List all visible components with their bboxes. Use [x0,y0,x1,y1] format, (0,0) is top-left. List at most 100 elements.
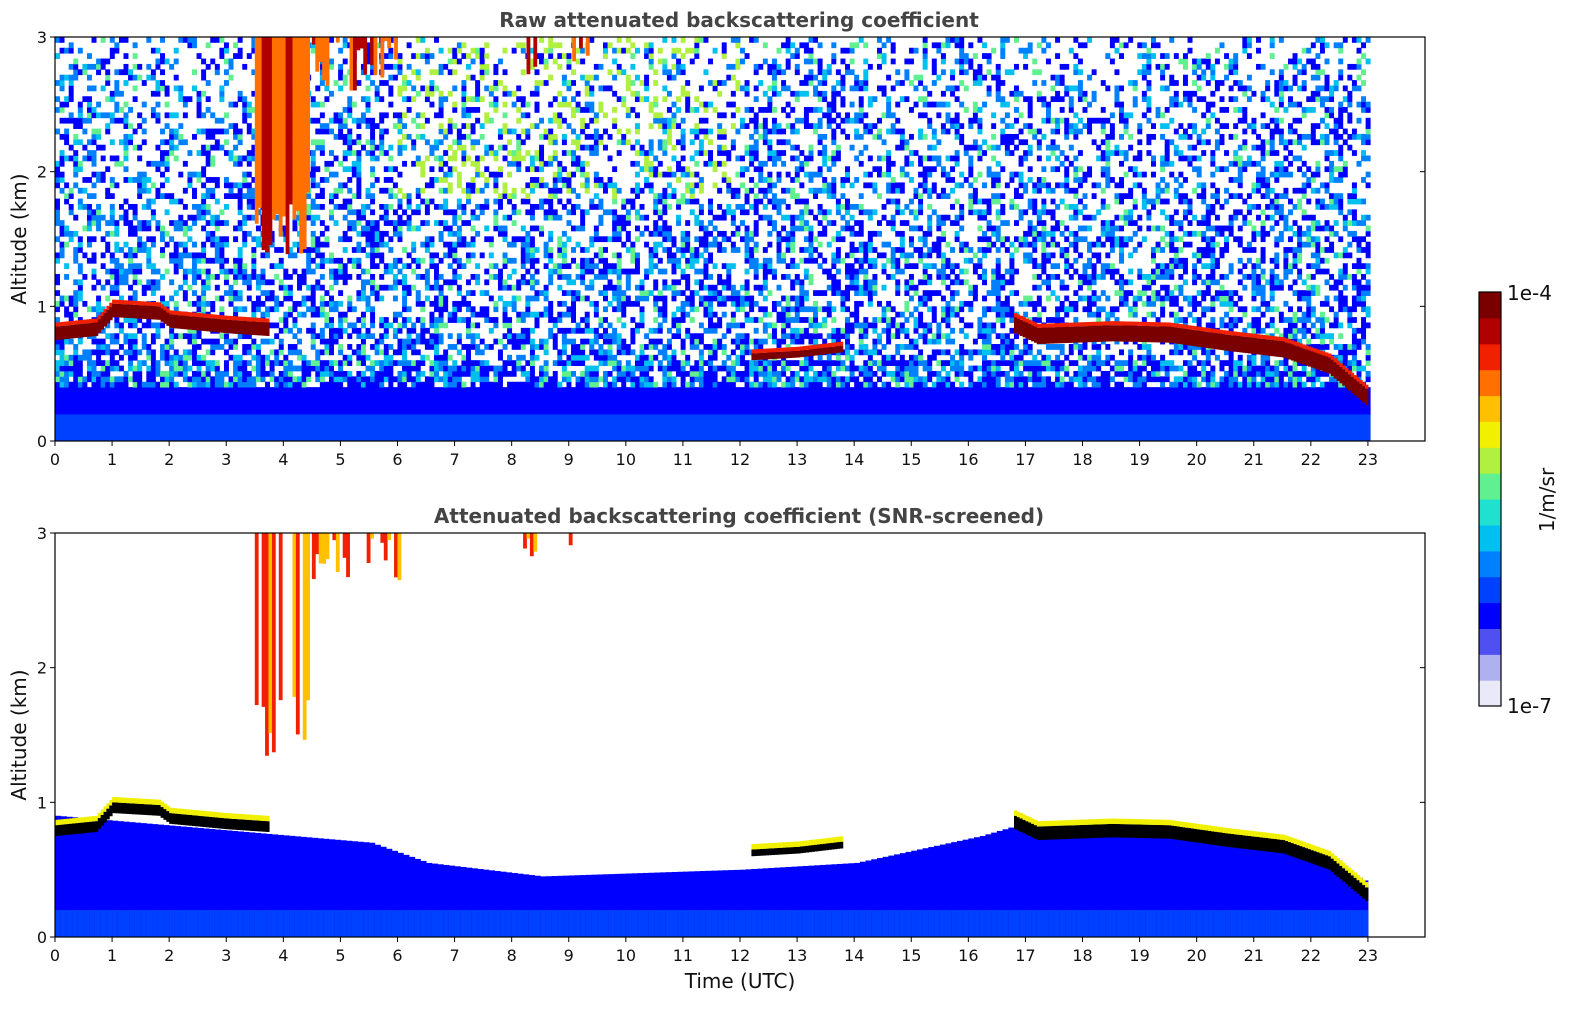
heatmap-cell [612,306,618,313]
heatmap-cell [589,327,595,334]
heatmap-cell [160,354,165,361]
heatmap-cell [219,117,225,124]
heatmap-cell [292,419,298,426]
heatmap-cell [333,133,339,140]
heatmap-cell [246,284,252,291]
heatmap-cell [466,430,471,437]
heatmap-cell [534,150,540,156]
heatmap-cell [333,381,339,388]
heatmap-cell [260,435,266,442]
heatmap-cell [255,360,261,366]
heatmap-cell [64,47,70,54]
heatmap-cell [82,128,88,135]
heatmap-cell [456,424,462,431]
heatmap-cell [310,214,316,221]
heatmap-cell [402,80,408,86]
heatmap-cell [516,295,522,302]
heatmap-cell [146,435,152,442]
heatmap-cell [137,419,143,426]
heatmap-cell [379,322,385,329]
heatmap-cell [447,435,453,442]
heatmap-cell [616,365,622,372]
heatmap-cell [137,365,143,372]
heatmap-cell [383,166,389,173]
heatmap-cell [214,295,220,302]
heatmap-cell [100,306,106,313]
heatmap-cell [160,225,165,232]
heatmap-cell [379,403,385,410]
heatmap-cell [429,414,435,420]
heatmap-cell [520,354,526,361]
heatmap-cell [260,268,266,275]
heatmap-cell [561,74,567,81]
heatmap-cell [182,435,188,442]
heatmap-cell [493,177,499,183]
heatmap-cell [187,387,193,393]
heatmap-cell [548,117,554,124]
heatmap-cell [132,365,138,372]
heatmap-cell [443,322,449,329]
heatmap-cell [566,430,572,437]
heatmap-cell [128,257,134,264]
heatmap-cell [424,424,430,431]
heatmap-cell [548,424,554,431]
heatmap-cell [192,133,197,140]
heatmap-cell [370,247,376,253]
heatmap-cell [484,198,490,205]
heatmap-cell [461,344,467,350]
heatmap-cell [105,349,111,356]
heatmap-cell [402,133,408,140]
heatmap-cell [242,112,248,119]
heatmap-cell [584,327,590,334]
heatmap-cell [589,370,595,377]
heatmap-cell [319,360,325,366]
heatmap-cell [91,424,97,431]
heatmap-cell [342,182,348,189]
heatmap-cell [82,381,88,388]
heatmap-cell [301,300,307,307]
heatmap-cell [73,58,79,65]
heatmap-cell [539,177,545,183]
heatmap-cell [525,230,531,237]
heatmap-cell [507,327,513,334]
heatmap-cell [561,397,567,404]
heatmap-cell [411,85,417,92]
heatmap-cell [164,408,170,415]
heatmap-cell [86,107,92,113]
heatmap-cell [466,193,471,199]
heatmap-cell [438,69,444,76]
heatmap-cell [251,214,257,221]
heatmap-cell [475,392,481,399]
heatmap-cell [333,435,339,442]
heatmap-cell [557,311,563,318]
heatmap-cell [525,295,531,302]
heatmap-cell [438,300,444,307]
heatmap-cell [429,381,435,388]
heatmap-cell [543,182,549,189]
heatmap-cell [593,133,599,140]
heatmap-cell [223,236,229,243]
heatmap-cell [123,370,129,377]
heatmap-cell [55,252,60,259]
heatmap-cell [415,203,421,210]
heatmap-cell [488,419,494,426]
heatmap-cell [96,300,102,307]
heatmap-cell [333,333,339,340]
heatmap-cell [411,139,417,146]
heatmap-cell [301,403,307,410]
heatmap-cell [306,257,312,264]
heatmap-cell [516,344,522,350]
heatmap-cell [529,225,535,232]
heatmap-cell [146,236,152,243]
heatmap-cell [397,403,403,410]
heatmap-cell [360,376,366,383]
heatmap-cell [356,381,362,388]
heatmap-cell [137,263,143,270]
heatmap-cell [91,171,97,178]
heatmap-cell [319,177,325,183]
heatmap-cell [630,247,636,253]
heatmap-cell [109,257,115,264]
heatmap-cell [141,344,147,350]
heatmap-cell [205,397,211,404]
heatmap-cell [424,85,430,92]
